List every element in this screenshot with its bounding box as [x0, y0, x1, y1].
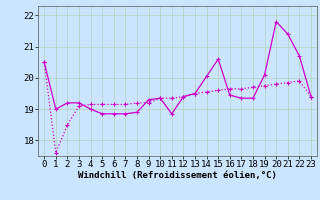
- X-axis label: Windchill (Refroidissement éolien,°C): Windchill (Refroidissement éolien,°C): [78, 171, 277, 180]
